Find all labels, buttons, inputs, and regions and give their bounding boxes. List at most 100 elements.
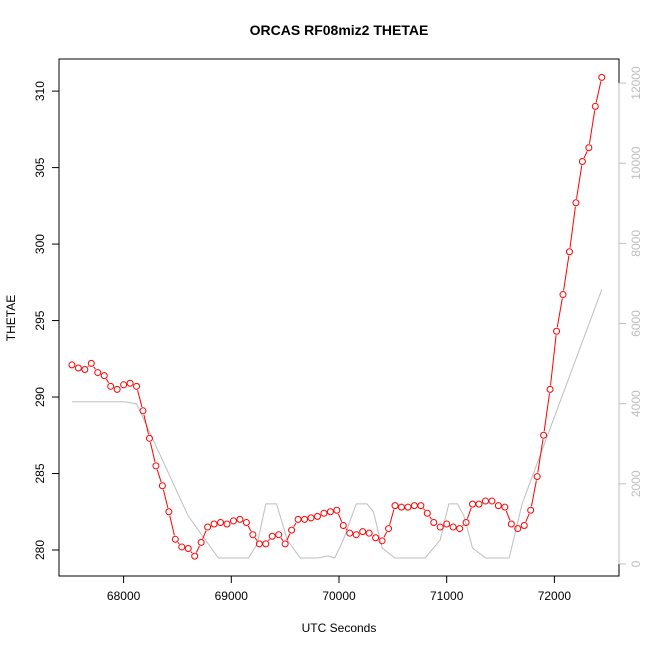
primary-series-segment: [389, 509, 395, 525]
primary-series-point: [197, 538, 205, 546]
primary-series-point: [223, 520, 231, 528]
primary-series-point: [462, 518, 470, 526]
primary-series-segment: [423, 508, 426, 511]
primary-series-segment: [563, 255, 570, 291]
primary-series-point: [527, 506, 535, 514]
primary-series-segment: [254, 537, 258, 541]
y-tick-label: 280: [33, 540, 47, 560]
primary-series-segment: [267, 538, 271, 542]
series-layer: [68, 73, 606, 560]
y-tick-label: 285: [33, 463, 47, 483]
primary-series-point: [494, 502, 502, 510]
primary-series-point: [339, 522, 347, 530]
primary-series-point: [320, 509, 328, 517]
y2-tick-label: 0: [629, 560, 643, 567]
primary-series-point: [540, 431, 548, 439]
primary-series-point: [352, 531, 360, 539]
primary-series-point: [139, 407, 147, 415]
primary-series-point: [443, 520, 451, 528]
primary-series-point: [378, 537, 386, 545]
primary-series-point: [469, 500, 477, 508]
primary-series-point: [436, 523, 444, 531]
primary-series-point: [481, 497, 489, 505]
x-axis-label: UTC Seconds: [302, 621, 377, 635]
primary-series-point: [217, 518, 225, 526]
primary-series-point: [236, 515, 244, 523]
y-axis-right: 0 2000 4000 6000 8000 10000 12000: [618, 66, 643, 567]
y-axis-left: 280 285 290 295 300 305 310: [33, 81, 60, 560]
primary-series-point: [191, 552, 199, 560]
primary-series-point: [591, 102, 599, 110]
x-tick-label: 72000: [538, 589, 572, 603]
primary-series-segment: [345, 528, 348, 531]
primary-series-point: [262, 540, 270, 548]
primary-series-point: [565, 248, 573, 256]
primary-series-point: [553, 327, 561, 335]
primary-series-point: [152, 462, 160, 470]
primary-series-point: [313, 512, 321, 520]
primary-series-point: [417, 502, 425, 510]
primary-series-segment: [93, 366, 96, 370]
primary-series-segment: [462, 524, 464, 527]
primary-series-point: [598, 73, 606, 81]
primary-series-segment: [537, 439, 544, 473]
primary-series-segment: [177, 542, 180, 545]
primary-series-point: [585, 144, 593, 152]
primary-series-segment: [286, 533, 291, 541]
primary-series-segment: [137, 390, 143, 408]
primary-series-segment: [293, 522, 297, 527]
primary-series-point: [372, 534, 380, 542]
plot-frame: [58, 58, 620, 577]
primary-series-segment: [569, 206, 576, 248]
y-tick-label: 310: [33, 81, 47, 101]
primary-series-point: [333, 506, 341, 514]
primary-series-segment: [556, 298, 563, 328]
primary-series-point: [456, 525, 464, 533]
primary-series-segment: [576, 165, 583, 199]
primary-series-segment: [156, 469, 162, 483]
primary-series-segment: [530, 480, 537, 507]
primary-series-point: [449, 523, 457, 531]
x-tick-label: 70000: [322, 589, 356, 603]
primary-series-point: [126, 379, 134, 387]
primary-series-point: [533, 473, 541, 481]
primary-series-point: [559, 291, 567, 299]
y-tick-label: 295: [33, 310, 47, 330]
secondary-series-line: [71, 289, 603, 559]
primary-series-segment: [588, 110, 596, 144]
primary-series-point: [307, 514, 315, 522]
primary-series-point: [100, 372, 108, 380]
primary-series-point: [359, 528, 367, 536]
y2-tick-label: 4000: [629, 390, 643, 417]
y-tick-label: 290: [33, 387, 47, 407]
primary-series-segment: [583, 151, 588, 159]
x-tick-label: 68000: [107, 589, 141, 603]
primary-series-segment: [195, 545, 200, 553]
primary-series-point: [178, 543, 186, 551]
primary-series-point: [520, 522, 528, 530]
primary-series-point: [294, 515, 302, 523]
primary-series-point: [107, 382, 115, 390]
primary-series-segment: [247, 525, 252, 532]
primary-series-point: [133, 382, 141, 390]
primary-series-segment: [595, 81, 602, 103]
primary-series-segment: [337, 513, 343, 523]
primary-series-point: [514, 525, 522, 533]
primary-series-point: [249, 531, 257, 539]
primary-series-segment: [466, 507, 472, 519]
primary-series-segment: [149, 442, 156, 463]
y2-tick-label: 6000: [629, 310, 643, 337]
primary-series-segment: [543, 393, 551, 432]
primary-series-point: [268, 532, 276, 540]
primary-series-point: [475, 500, 483, 508]
x-axis: 68000 69000 70000 71000 72000: [107, 575, 572, 603]
primary-series-point: [120, 381, 128, 389]
x-tick-label: 69000: [215, 589, 249, 603]
y2-tick-label: 2000: [629, 470, 643, 497]
primary-series-point: [365, 529, 373, 537]
primary-series-segment: [162, 489, 169, 508]
primary-series-segment: [383, 531, 388, 538]
primary-series-point: [184, 544, 192, 552]
y2-tick-label: 10000: [629, 146, 643, 180]
